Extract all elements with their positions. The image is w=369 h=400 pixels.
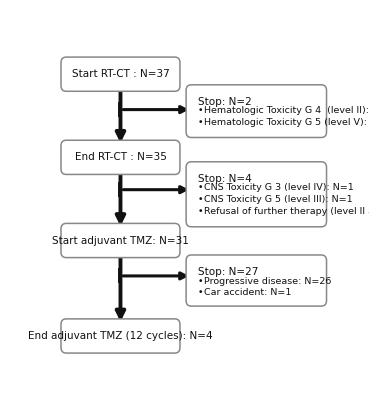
FancyBboxPatch shape	[186, 162, 327, 227]
Text: Start adjuvant TMZ: N=31: Start adjuvant TMZ: N=31	[52, 236, 189, 246]
FancyBboxPatch shape	[61, 57, 180, 91]
Text: Stop: N=2: Stop: N=2	[197, 96, 251, 106]
FancyBboxPatch shape	[186, 255, 327, 306]
FancyBboxPatch shape	[186, 85, 327, 138]
Text: Hematologic Toxicity G 5 (level V): N=1: Hematologic Toxicity G 5 (level V): N=1	[204, 118, 369, 127]
Text: Start RT-CT : N=37: Start RT-CT : N=37	[72, 69, 169, 79]
Text: CNS Toxicity G 5 (level III): N=1: CNS Toxicity G 5 (level III): N=1	[204, 195, 352, 204]
Text: Hematologic Toxicity G 4  (level II): N=1: Hematologic Toxicity G 4 (level II): N=1	[204, 106, 369, 115]
Text: CNS Toxicity G 3 (level IV): N=1: CNS Toxicity G 3 (level IV): N=1	[204, 183, 354, 192]
Text: Stop: N=27: Stop: N=27	[197, 267, 258, 277]
Text: Refusal of further therapy (level II and III): N=2: Refusal of further therapy (level II and…	[204, 207, 369, 216]
Text: Stop: N=4: Stop: N=4	[197, 174, 251, 184]
FancyBboxPatch shape	[61, 224, 180, 258]
FancyBboxPatch shape	[61, 319, 180, 353]
Text: •: •	[197, 183, 203, 192]
Text: End RT-CT : N=35: End RT-CT : N=35	[75, 152, 166, 162]
Text: End adjuvant TMZ (12 cycles): N=4: End adjuvant TMZ (12 cycles): N=4	[28, 331, 213, 341]
Text: •: •	[197, 276, 203, 286]
Text: •: •	[197, 106, 203, 115]
Text: Progressive disease: N=26: Progressive disease: N=26	[204, 276, 331, 286]
Text: •: •	[197, 195, 203, 204]
Text: •: •	[197, 207, 203, 216]
Text: Car accident: N=1: Car accident: N=1	[204, 288, 291, 297]
FancyBboxPatch shape	[61, 140, 180, 174]
Text: •: •	[197, 118, 203, 127]
Text: •: •	[197, 288, 203, 297]
